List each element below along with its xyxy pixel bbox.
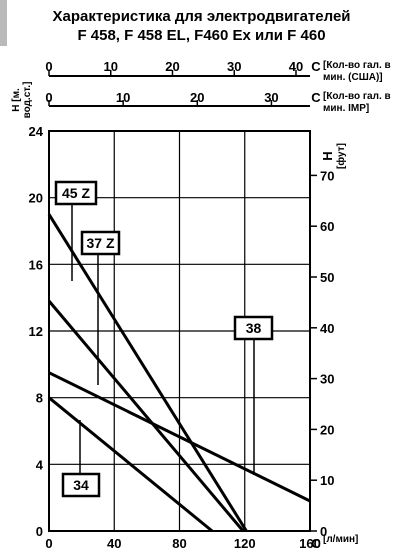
- callout-box-34: [61, 472, 101, 498]
- y-axis-label-line1: H [м.: [11, 88, 22, 112]
- x-tick-label: 0: [45, 536, 52, 551]
- y-right-tick-label: 50: [320, 270, 334, 285]
- chart-title-line-2: F 458, F 458 EL, F460 Ex или F 460: [0, 27, 403, 45]
- y-right-axis-label-line2: [фут]: [335, 143, 347, 169]
- series-line-37z: [47, 300, 245, 532]
- x-top-imp-unit: C: [311, 90, 321, 105]
- y-right-tick-label: 10: [320, 473, 334, 488]
- chart-title-models: F 458, F 458 EL, F460 Ex: [77, 27, 256, 44]
- x-top-imp-tick-label: 10: [116, 90, 130, 105]
- series-callouts: 45 Z 37 Z 38 34: [54, 180, 274, 498]
- x-top-imp-tick-label: 30: [264, 90, 278, 105]
- x-top-imp-label-line2: мин. IMP]: [323, 103, 369, 114]
- chart-title-models-end: F 460: [283, 27, 326, 44]
- y-tick-label: 8: [36, 391, 43, 406]
- callout-box-37z: [80, 230, 121, 256]
- y-right-axis-label-line1: H: [320, 151, 335, 160]
- x-top-imp-tick-label: 20: [190, 90, 204, 105]
- y-tick-label: 20: [29, 191, 43, 206]
- callout-box-38: [233, 315, 274, 341]
- y-right-tick-label: 30: [320, 372, 334, 387]
- x-top-us-tick-label: 30: [227, 59, 241, 74]
- x-top-us-unit: C: [311, 59, 321, 74]
- x-top-imp-label-line1: [Кол-во гал. в: [323, 91, 391, 102]
- x-tick-label: 160: [299, 536, 321, 551]
- y-right-tick-label: 70: [320, 168, 334, 183]
- x-axis-label: [л/мин]: [323, 534, 358, 545]
- title-bar: Характеристика для электродвигателей F 4…: [0, 0, 403, 46]
- series-label-45z: 45 Z: [62, 185, 90, 201]
- x-top-us-label-line1: [Кол-во гал. в: [323, 60, 391, 71]
- series-line-34: [48, 396, 214, 533]
- y-tick-label: 12: [29, 324, 43, 339]
- series-label-34: 34: [73, 477, 89, 493]
- x-top-us-tick-label: 20: [165, 59, 179, 74]
- plot-frame: [48, 130, 311, 532]
- x-top-us-tick-label: 0: [45, 59, 52, 74]
- y-tick-label: 4: [36, 457, 44, 472]
- y-axis-label-line2: вод.ст.]: [22, 82, 33, 119]
- axis-labels: C [л/мин]H [м. вод.ст.]H [фут]: [11, 82, 358, 551]
- x-top-us-tick-label: 10: [104, 59, 118, 74]
- x-axis-unit: C: [311, 536, 321, 551]
- x-tick-label: 120: [234, 536, 256, 551]
- x-top-imp-tick-label: 0: [45, 90, 52, 105]
- y-right-tick-label: 40: [320, 321, 334, 336]
- series-line-38: [48, 371, 311, 503]
- x-top-us-tick-label: 40: [289, 59, 303, 74]
- callout-box-45z: [54, 180, 98, 206]
- y-tick-label: 16: [29, 257, 43, 272]
- series-curves: [47, 213, 311, 533]
- series-line-45z: [47, 213, 248, 532]
- x-top-us-label-line2: мин. (США)]: [323, 72, 383, 83]
- series-label-37z: 37 Z: [86, 235, 114, 251]
- title-accent-bar: [0, 0, 7, 46]
- x-tick-label: 40: [107, 536, 121, 551]
- y-right-tick-label: 0: [320, 524, 327, 539]
- y-right-tick-label: 60: [320, 219, 334, 234]
- y-tick-label: 0: [36, 524, 43, 539]
- chart-title-line-1: Характеристика для электродвигателей: [52, 8, 351, 25]
- y-right-tick-label: 20: [320, 422, 334, 437]
- chart-title-connector: или: [255, 27, 284, 44]
- y-tick-label: 24: [29, 124, 44, 139]
- x-tick-label: 80: [172, 536, 186, 551]
- series-label-38: 38: [246, 320, 262, 336]
